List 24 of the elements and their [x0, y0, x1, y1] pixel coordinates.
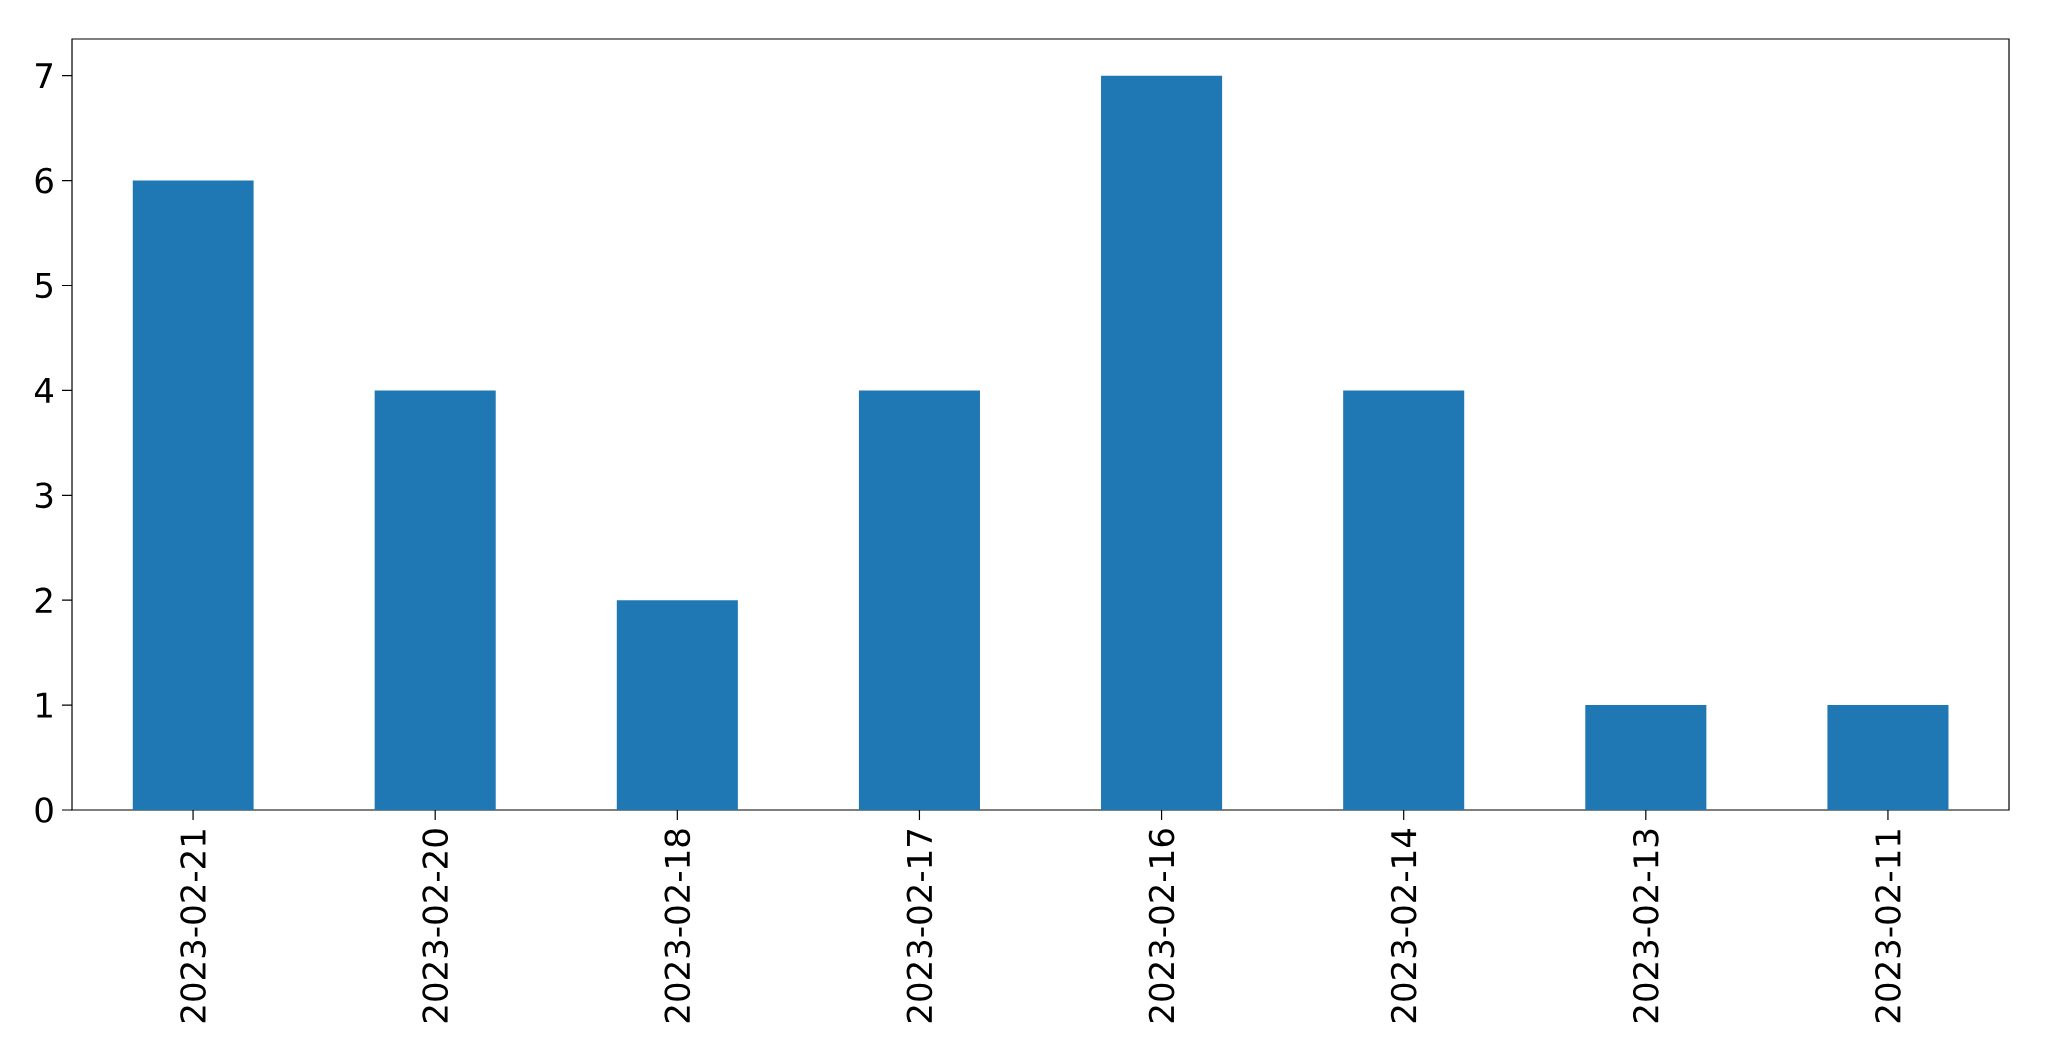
- y-tick-label: 5: [35, 272, 52, 299]
- x-tick-label: 2023-02-14: [1390, 829, 1417, 1023]
- bar: [858, 390, 980, 810]
- bar: [132, 180, 254, 810]
- y-tick-label: 7: [36, 63, 53, 89]
- bar: [1343, 390, 1465, 810]
- bar: [1101, 75, 1223, 810]
- y-tick-label: 6: [35, 167, 53, 194]
- y-tick-label: 0: [35, 797, 53, 823]
- x-tick-label: 2023-02-21: [180, 830, 206, 1023]
- x-tick-label: 2023-02-18: [664, 829, 691, 1023]
- x-tick-label: 2023-02-13: [1632, 829, 1659, 1023]
- y-tick-label: 1: [37, 692, 52, 718]
- y-tick-label: 3: [35, 482, 53, 509]
- bar: [616, 600, 738, 810]
- bar: [1827, 705, 1949, 810]
- x-tick-label: 2023-02-17: [906, 830, 933, 1023]
- x-tick-label: 2023-02-20: [422, 829, 449, 1023]
- bar: [374, 390, 496, 810]
- x-tick-label: 2023-02-11: [1875, 830, 1901, 1023]
- x-tick-label: 2023-02-16: [1148, 829, 1175, 1023]
- y-tick-label: 2: [35, 587, 52, 613]
- bar: [1585, 705, 1707, 810]
- y-tick-label: 4: [34, 378, 54, 403]
